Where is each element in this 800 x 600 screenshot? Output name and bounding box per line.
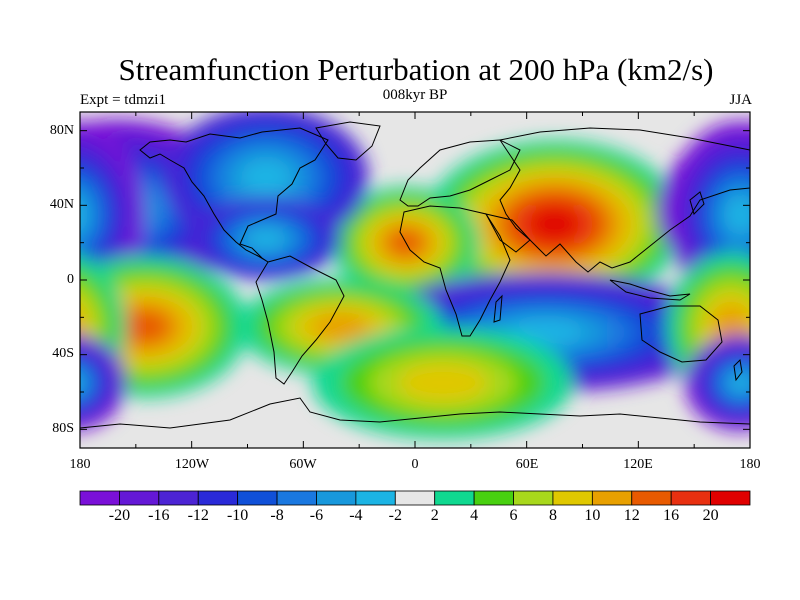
colorbar-swatch <box>197 490 239 506</box>
colorbar-label: -10 <box>226 507 249 524</box>
contour-band <box>120 309 170 344</box>
lon-label-180w: 180 <box>69 457 91 472</box>
lat-label-40n: 40N <box>49 197 74 212</box>
contour-band <box>43 305 80 348</box>
colorbar-label: -12 <box>187 507 209 524</box>
colorbar-label: -4 <box>349 507 363 524</box>
colorbar-label: 10 <box>584 507 601 524</box>
colorbar-swatch <box>591 490 633 506</box>
contour-band <box>80 201 85 228</box>
colorbar-label: 4 <box>470 507 479 524</box>
lon-label-120e: 120E <box>623 457 653 472</box>
lon-label-60e: 60E <box>515 457 539 472</box>
contour-band <box>530 208 579 240</box>
contour-band <box>790 309 800 343</box>
colorbar <box>79 490 751 506</box>
colorbar-label: 12 <box>623 507 640 524</box>
colorbar-label: 20 <box>702 507 719 524</box>
lon-label-180e: 180 <box>739 457 761 472</box>
contour-band <box>248 228 285 249</box>
colorbar-label: 2 <box>430 507 439 524</box>
contour-band <box>80 188 94 241</box>
contour-band <box>0 288 12 376</box>
contour-band <box>0 280 37 384</box>
colorbar-swatch <box>710 490 751 506</box>
colorbar-swatch <box>79 490 120 506</box>
colorbar-label: -16 <box>148 507 170 524</box>
experiment-label: Expt = tdmzi1 <box>80 92 166 108</box>
contour-band <box>759 288 800 365</box>
contour-band <box>743 306 750 347</box>
contour-field <box>0 112 800 448</box>
contour-band <box>80 378 82 387</box>
contour-band <box>241 160 291 195</box>
lat-label-80s: 80S <box>52 421 74 436</box>
season-label: JJA <box>729 92 752 108</box>
colorbar-label: 16 <box>663 507 680 524</box>
colorbar-label: 8 <box>548 507 557 524</box>
contour-band <box>763 192 800 225</box>
colorbar-swatch <box>434 490 475 506</box>
lat-label-80n: 80N <box>49 123 74 138</box>
colorbar-swatch <box>631 490 672 506</box>
contour-band <box>506 319 585 345</box>
plot-title: Streamfunction Perturbation at 200 hPa (… <box>118 52 714 87</box>
period-label: 008kyr BP <box>382 87 448 103</box>
contour-band <box>311 312 370 341</box>
colorbar-label: -6 <box>309 507 324 524</box>
colorbar-swatch <box>119 490 160 506</box>
colorbar-label: -2 <box>388 507 402 524</box>
contour-band <box>397 363 489 403</box>
colorbar-swatch <box>513 490 554 506</box>
lat-label-eq: 0 <box>67 272 74 287</box>
contour-band <box>775 299 800 355</box>
colorbar-swatch <box>552 490 593 506</box>
colorbar-swatch <box>394 490 436 506</box>
contour-band <box>726 197 750 233</box>
colorbar-swatch <box>158 490 199 506</box>
colorbar-swatch <box>473 490 514 506</box>
contour-band <box>0 273 61 392</box>
lon-label-0: 0 <box>411 457 419 472</box>
colorbar-swatch <box>316 490 357 506</box>
colorbar-swatch <box>276 490 317 506</box>
colorbar-swatch <box>237 490 278 506</box>
contour-band <box>730 373 750 392</box>
coastlines <box>80 121 750 429</box>
colorbar-label: -20 <box>108 507 131 524</box>
contour-band <box>747 200 750 218</box>
contour-blobs <box>0 112 800 439</box>
colorbar-swatch <box>355 490 396 506</box>
lon-label-120w: 120W <box>174 457 210 472</box>
contour-band <box>80 370 88 395</box>
axis-ticks <box>79 112 751 448</box>
lat-label-40s: 40S <box>52 346 74 361</box>
colorbar-label: -8 <box>270 507 284 524</box>
lon-label-60w: 60W <box>289 457 317 472</box>
colorbar-label: 6 <box>509 507 518 524</box>
colorbar-swatch <box>670 490 711 506</box>
contour-band <box>0 140 15 308</box>
